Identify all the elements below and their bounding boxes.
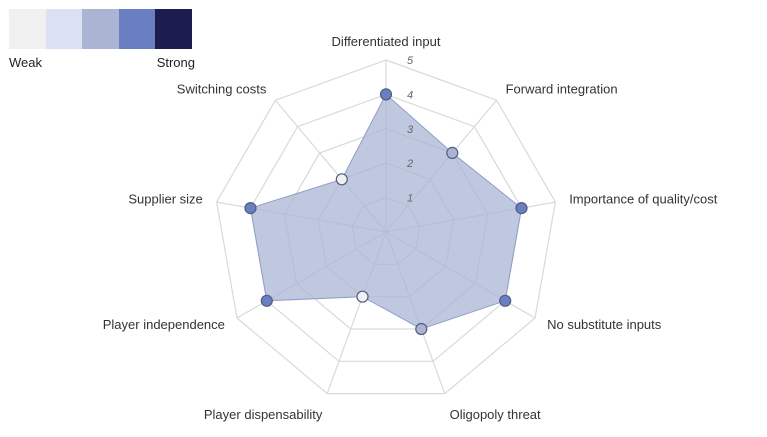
tick-label: 1 xyxy=(407,193,413,205)
data-point xyxy=(244,202,257,215)
data-point xyxy=(335,173,348,186)
radar-ticks: 1 2 3 4 5 xyxy=(406,55,414,205)
tick-label: 5 xyxy=(407,55,414,67)
axis-label: Forward integration xyxy=(506,82,618,97)
data-point xyxy=(515,202,528,215)
grid-ring xyxy=(249,93,523,362)
axis-label: Oligopoly threat xyxy=(450,407,541,422)
data-point xyxy=(260,294,273,307)
legend-swatch xyxy=(155,9,192,49)
grid-ring xyxy=(215,59,557,395)
axis-label: Importance of quality/cost xyxy=(569,192,718,207)
legend-weak-label: Weak xyxy=(9,55,42,70)
axis-label: Differentiated input xyxy=(332,34,441,49)
data-point xyxy=(446,146,459,159)
axis-label: Switching costs xyxy=(177,82,267,97)
radar-axis-labels: Differentiated input Forward integration I… xyxy=(103,34,718,422)
axis-label: No substitute inputs xyxy=(547,317,662,332)
data-point xyxy=(499,294,512,307)
tick-label: 3 xyxy=(407,124,414,136)
data-area xyxy=(249,93,523,330)
legend-labels: Weak Strong xyxy=(9,55,195,73)
radar-area xyxy=(249,93,523,330)
tick-label: 2 xyxy=(406,158,413,170)
legend-swatch xyxy=(118,9,156,49)
legend: Weak Strong xyxy=(9,9,195,73)
axis-label: Player independence xyxy=(103,317,225,332)
data-point xyxy=(356,290,369,303)
legend-swatch xyxy=(45,9,83,49)
data-point xyxy=(379,88,393,101)
legend-swatch xyxy=(9,9,46,49)
legend-swatch xyxy=(82,9,119,49)
radar-markers xyxy=(244,88,528,336)
data-point xyxy=(415,322,428,336)
axis-label: Supplier size xyxy=(128,192,202,207)
tick-label: 4 xyxy=(407,89,413,101)
legend-strong-label: Strong xyxy=(156,55,195,70)
legend-swatches xyxy=(9,9,195,49)
axis-label: Player dispensability xyxy=(204,407,323,422)
